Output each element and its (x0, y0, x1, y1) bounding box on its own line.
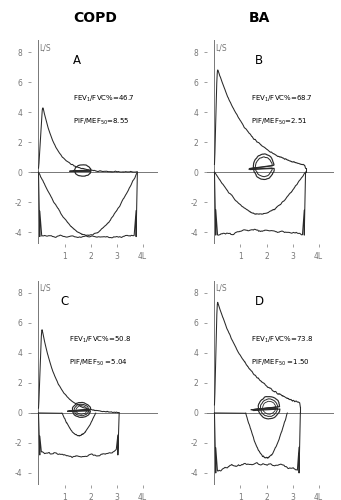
Text: PIF/MEF$_{50}$ =5.04: PIF/MEF$_{50}$ =5.04 (69, 358, 128, 368)
Text: L/S: L/S (39, 43, 51, 52)
Text: L/S: L/S (215, 43, 227, 52)
Text: D: D (255, 296, 264, 308)
Text: FEV$_1$/FVC%=46.7: FEV$_1$/FVC%=46.7 (73, 94, 134, 104)
Text: FEV$_1$/FVC%=68.7: FEV$_1$/FVC%=68.7 (251, 94, 313, 104)
Text: L/S: L/S (215, 284, 227, 293)
Text: A: A (73, 54, 81, 68)
Text: FEV$_1$/FVC%=50.8: FEV$_1$/FVC%=50.8 (69, 335, 131, 345)
Text: PIF/MEF$_{50}$ =1.50: PIF/MEF$_{50}$ =1.50 (251, 358, 310, 368)
Text: BA: BA (249, 12, 270, 26)
Text: COPD: COPD (74, 12, 117, 26)
Text: C: C (60, 296, 68, 308)
Text: B: B (255, 54, 263, 68)
Text: PIF/MEF$_{50}$=2.51: PIF/MEF$_{50}$=2.51 (251, 116, 308, 127)
Text: FEV$_1$/FVC%=73.8: FEV$_1$/FVC%=73.8 (251, 335, 313, 345)
Text: L/S: L/S (39, 284, 51, 293)
Text: PIF/MEF$_{50}$=8.55: PIF/MEF$_{50}$=8.55 (73, 116, 129, 127)
